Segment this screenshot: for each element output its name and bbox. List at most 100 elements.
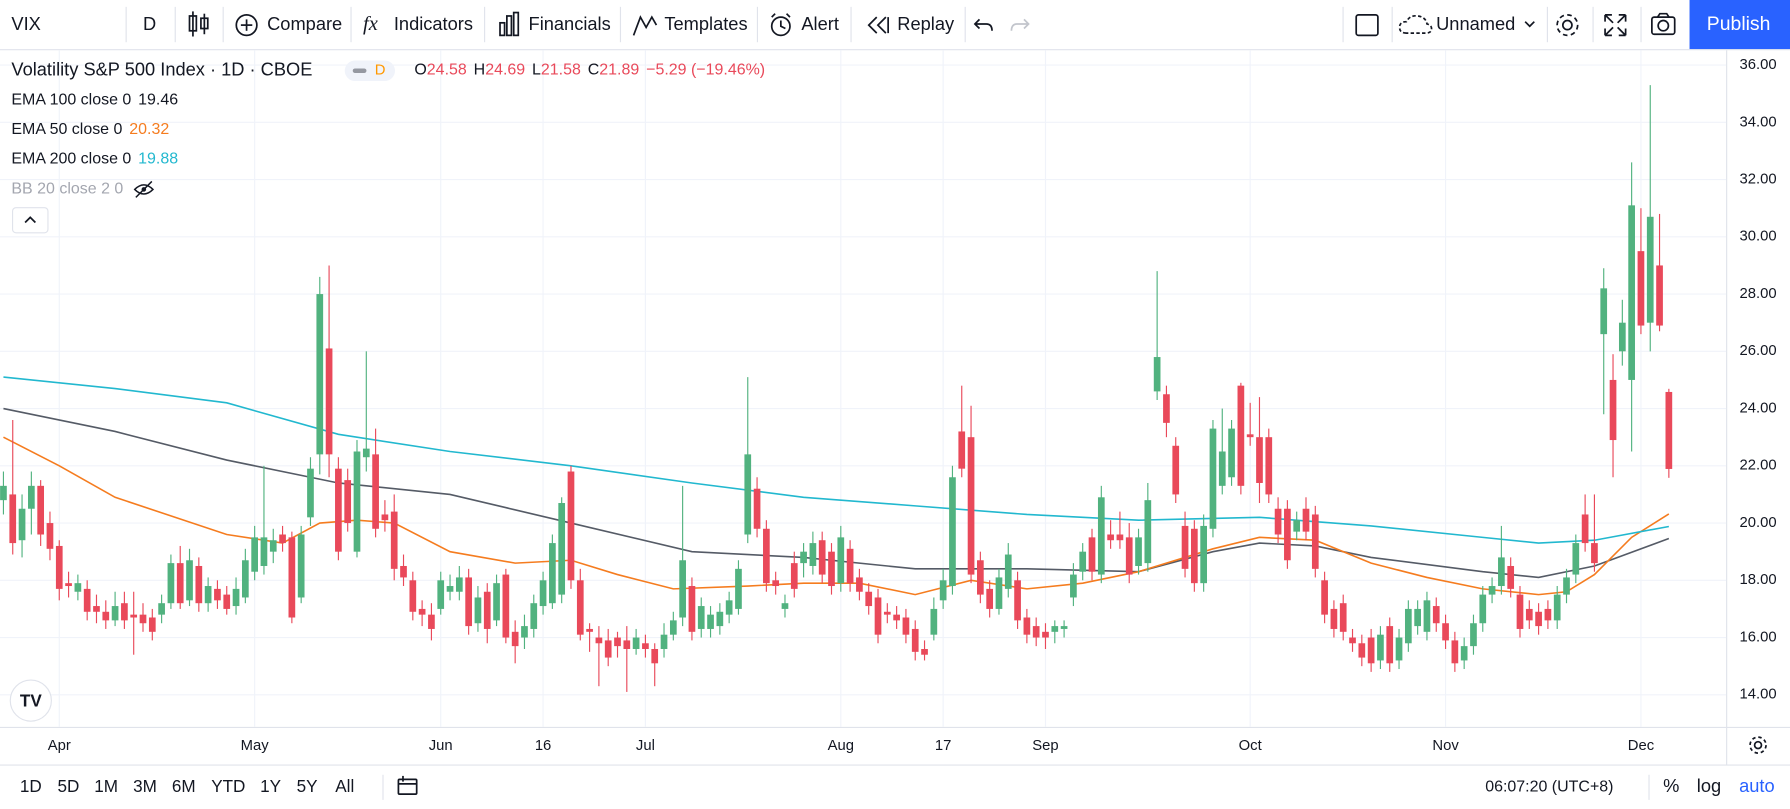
undo-icon[interactable]: [973, 18, 993, 31]
layout-chevron[interactable]: [1524, 21, 1535, 28]
candle-body: [1274, 508, 1282, 535]
candle-body: [1330, 608, 1338, 629]
alert-button[interactable]: Alert: [801, 13, 839, 34]
ema-line: [3, 436, 1670, 596]
grid: [0, 50, 1727, 727]
time-tick-label: Sep: [1032, 738, 1058, 754]
redo-icon[interactable]: [1010, 18, 1030, 31]
candle-body: [1665, 391, 1673, 469]
percent-toggle[interactable]: %: [1663, 775, 1679, 796]
indicators-button[interactable]: Indicators: [394, 13, 473, 34]
financials-icon[interactable]: [499, 11, 520, 37]
templates-icon[interactable]: [632, 15, 658, 36]
cloud-icon[interactable]: [1398, 14, 1433, 34]
templates-button[interactable]: Templates: [664, 13, 747, 34]
candle-body: [335, 468, 342, 552]
candle-body: [1107, 534, 1114, 541]
candle-body: [1284, 508, 1291, 561]
indicator-value: 20.32: [129, 121, 169, 138]
candle-body: [856, 577, 863, 592]
hidden-eye-icon[interactable]: [133, 180, 155, 198]
range-button[interactable]: 1D: [20, 777, 42, 796]
candle-body: [130, 614, 138, 618]
range-button[interactable]: 6M: [172, 777, 196, 796]
screenshot-icon[interactable]: [1651, 12, 1676, 36]
range-button[interactable]: 1Y: [260, 777, 282, 796]
candle-body: [1163, 394, 1170, 423]
price-tick-label: 36.00: [1739, 57, 1776, 73]
candle-body: [1404, 608, 1412, 644]
publish-button[interactable]: Publish: [1707, 13, 1771, 35]
collapse-button[interactable]: [11, 207, 49, 234]
candle-body: [167, 563, 175, 604]
candle-body: [148, 617, 156, 632]
alert-icon[interactable]: [770, 13, 791, 37]
fullscreen-icon[interactable]: [1604, 13, 1627, 37]
candle-body: [1432, 606, 1440, 624]
candle-body: [111, 606, 119, 621]
range-button[interactable]: 1M: [94, 777, 118, 796]
plot: [0, 85, 1673, 692]
replay-icon[interactable]: [867, 16, 890, 34]
price-tick-label: 14.00: [1739, 687, 1776, 703]
clock[interactable]: 06:07:20 (UTC+8): [1485, 779, 1613, 796]
candle-body: [158, 603, 165, 615]
candle-body: [418, 608, 426, 615]
indicator-entry[interactable]: EMA 50 close 0 20.32: [11, 121, 169, 138]
candle-body: [539, 580, 547, 607]
range-button[interactable]: 5D: [58, 777, 80, 796]
time-tick-label: Aug: [828, 738, 854, 754]
candle-body: [1377, 634, 1384, 661]
candle-body: [483, 591, 491, 629]
candle-body: [279, 534, 286, 544]
indicators-icon[interactable]: fx: [363, 13, 378, 35]
collapse-chevron[interactable]: [24, 216, 36, 224]
candle-body: [1470, 623, 1477, 647]
settings-icon[interactable]: [1556, 13, 1579, 37]
ohlc-label: H: [474, 62, 486, 79]
badge-dash: [352, 68, 367, 74]
candle-body: [1088, 537, 1096, 572]
candle-body: [83, 588, 91, 612]
calendar-icon[interactable]: [397, 775, 418, 796]
log-toggle[interactable]: log: [1697, 775, 1721, 796]
interval[interactable]: D: [143, 13, 156, 34]
tv-logo: TV: [9, 679, 52, 722]
publish-button-bg[interactable]: [1689, 0, 1790, 50]
compare-icon[interactable]: [235, 13, 258, 37]
indicator-entry[interactable]: EMA 200 close 0 19.88: [11, 151, 178, 168]
axis-settings-icon[interactable]: [1749, 736, 1767, 754]
auto-toggle[interactable]: auto: [1739, 775, 1775, 796]
range-button[interactable]: 3M: [133, 777, 157, 796]
candle-body: [1256, 437, 1263, 483]
candle-body: [1293, 520, 1301, 532]
chart-type-icon[interactable]: [188, 11, 209, 37]
ohlc-value: 24.69: [485, 62, 525, 79]
candle-body: [28, 485, 35, 509]
drawing-square-icon[interactable]: [1355, 13, 1379, 37]
candle-body: [1014, 580, 1021, 621]
range-button[interactable]: 5Y: [297, 777, 319, 796]
candle-body: [977, 560, 984, 595]
candle-body: [186, 560, 193, 601]
time-tick-label: Apr: [48, 738, 71, 754]
candle-body: [1228, 428, 1235, 478]
replay-button[interactable]: Replay: [897, 13, 955, 34]
range-button[interactable]: All: [335, 777, 354, 796]
layout-name[interactable]: Unnamed: [1436, 13, 1515, 34]
price-tick-label: 28.00: [1739, 286, 1776, 302]
price-tick-label: 32.00: [1739, 172, 1776, 188]
ohlc-label: O: [414, 62, 426, 79]
candle-body: [1079, 551, 1087, 572]
range-button[interactable]: YTD: [211, 777, 245, 796]
candle-body: [1414, 608, 1421, 627]
symbol[interactable]: VIX: [11, 13, 40, 34]
candle-body: [781, 603, 789, 609]
compare-button[interactable]: Compare: [267, 13, 342, 34]
candle-body: [195, 565, 203, 604]
hidden-indicator[interactable]: BB 20 close 2 0: [11, 181, 123, 198]
financials-button[interactable]: Financials: [529, 13, 611, 34]
indicator-entry[interactable]: EMA 100 close 0 19.46: [11, 92, 178, 109]
candle-body: [344, 480, 352, 524]
